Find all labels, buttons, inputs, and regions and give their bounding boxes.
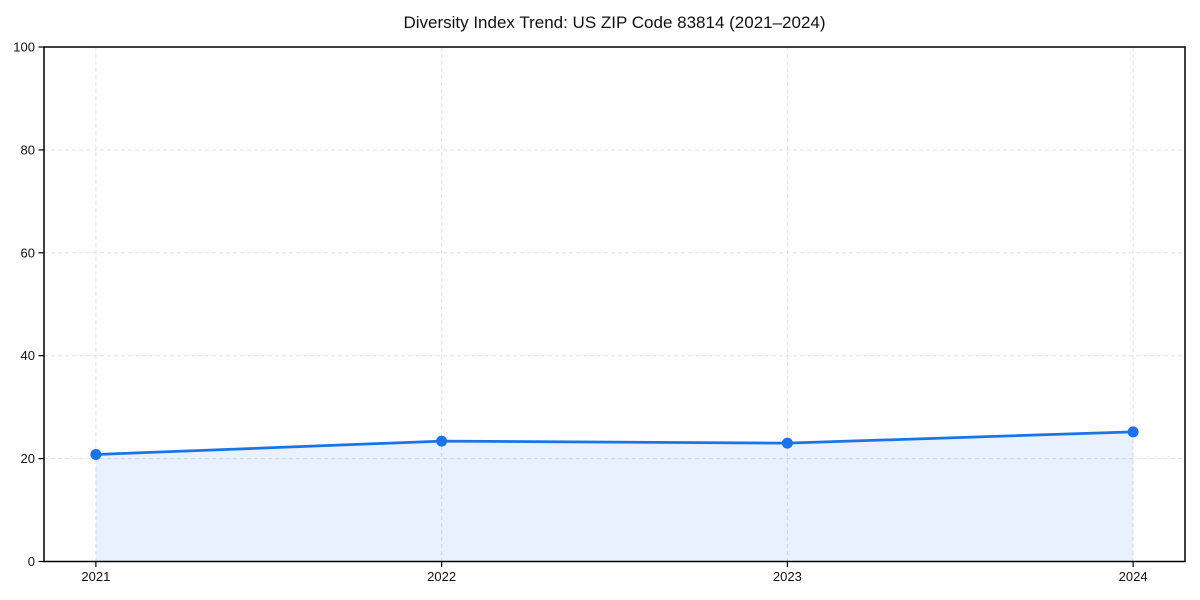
y-tick-label: 0 <box>28 554 35 569</box>
axis-frame <box>43 46 1186 563</box>
y-tick-label: 60 <box>21 245 35 260</box>
y-tick-label: 100 <box>13 40 35 55</box>
data-point-marker <box>1127 426 1139 438</box>
x-tick-label: 2024 <box>1119 569 1148 584</box>
x-tick-label: 2022 <box>427 569 456 584</box>
trend-line <box>94 430 1135 456</box>
area-fill <box>95 431 1134 562</box>
chart-title: Diversity Index Trend: US ZIP Code 83814… <box>403 13 826 32</box>
y-tick-label: 40 <box>21 348 35 363</box>
y-tick-label: 20 <box>21 451 35 466</box>
data-point-marker <box>781 437 793 449</box>
data-point-marker <box>436 435 448 447</box>
y-tick-label: 80 <box>21 142 35 157</box>
x-tick-label: 2023 <box>773 569 802 584</box>
data-point-marker <box>90 448 102 460</box>
x-tick-label: 2021 <box>81 569 110 584</box>
